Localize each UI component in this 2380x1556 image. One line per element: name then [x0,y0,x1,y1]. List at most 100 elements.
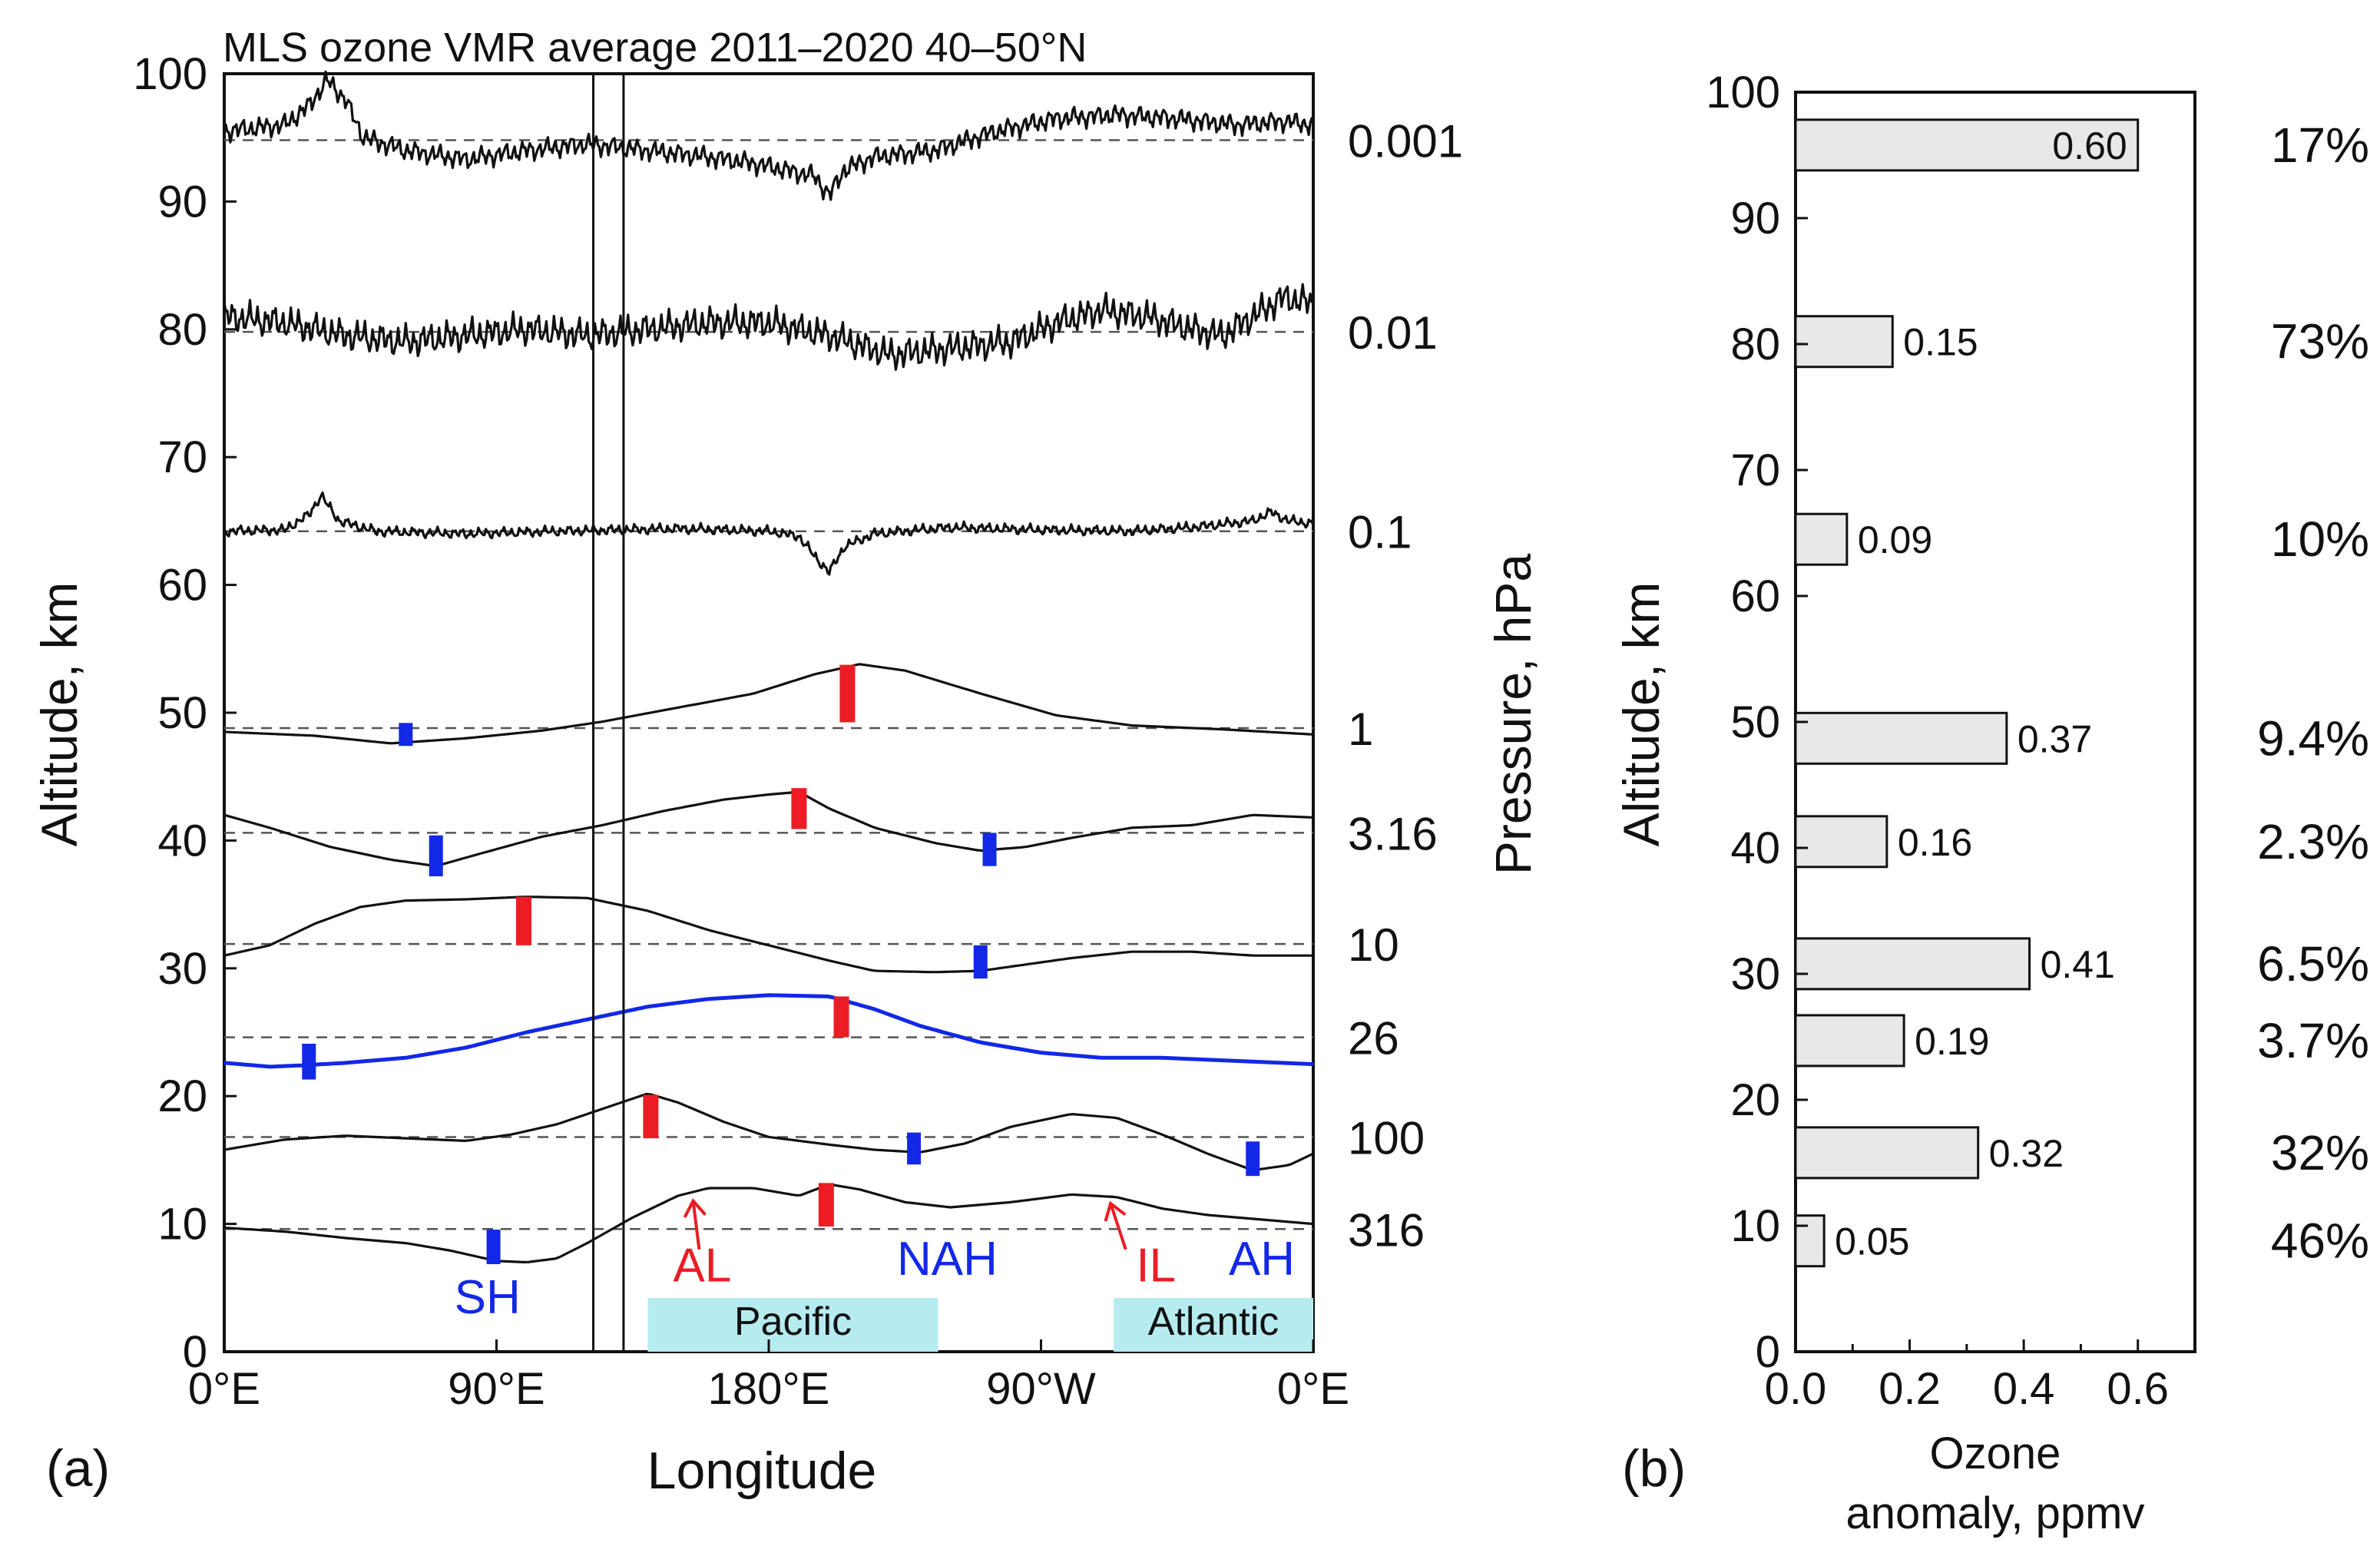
panel-a-title: MLS ozone VMR average 2011–2020 40–50°N [223,25,1087,71]
pressure-label: 0.1 [1348,507,1412,558]
minimum-marker [1246,1141,1260,1177]
y-tick-label: 70 [1730,445,1780,495]
percent-label: 9.4% [2257,710,2369,766]
series-line-100-hPa [223,1092,1314,1171]
minimum-marker [429,835,443,876]
ocean-box-label: Atlantic [1148,1299,1279,1344]
percent-label: 3.7% [2257,1013,2369,1068]
percent-label: 6.5% [2257,936,2369,992]
series-line-10-hPa [223,896,1313,974]
extremum-markers [302,664,1260,1265]
y-tick-label: 0 [1756,1327,1780,1377]
region-label-nah: NAH [897,1233,998,1286]
y-tick-label: 70 [157,432,207,482]
panel-b-x-axis-label-line1: Ozone [1930,1429,2061,1478]
panel-a-y-axis-label: Altitude, km [31,582,88,847]
y-tick-label: 40 [1730,823,1780,873]
y-tick-label: 60 [1730,571,1780,621]
y-tick-label: 30 [157,944,207,994]
y-tick-label: 80 [1730,319,1780,369]
ocean-box-pacific [647,1298,938,1352]
anomaly-bar [1794,1126,1980,1180]
minimum-marker [399,723,413,747]
percent-labels: 17% 73% 10% 9.4% 2.3% 6.5% 3.7% 32% 46% [2257,118,2369,1269]
series-line-0.001-hPa [223,70,1314,201]
ozone-profile-series [223,70,1315,1263]
region-label-il: IL [1136,1239,1176,1292]
percent-label: 10% [2271,511,2369,567]
percent-label: 2.3% [2257,814,2369,869]
pressure-label: 100 [1348,1112,1425,1164]
percent-label: 17% [2271,118,2369,173]
pressure-label: 0.01 [1348,307,1438,359]
panel-a-letter: (a) [46,1439,110,1498]
y-tick-label: 10 [1730,1201,1780,1251]
bar-value-label: 0.37 [2018,717,2092,760]
series-line-316-hPa [223,1184,1314,1263]
minimum-marker [907,1132,922,1165]
pressure-label: 316 [1348,1204,1425,1256]
minimum-marker [973,945,988,979]
anomaly-bar [1794,118,2140,172]
pressure-label: 0.001 [1348,116,1463,167]
arrow-head [1104,1200,1127,1222]
panel-a-right-axis-label: Pressure, hPa [1485,554,1541,875]
maximum-marker [818,1183,834,1227]
y-tick-label: 90 [1730,194,1780,243]
region-label-ah: AH [1229,1233,1295,1286]
panel-b-x-axis-ticks: 0.0 0.2 0.4 0.6 [1765,1339,2169,1414]
region-labels: SH AL NAH IL AH [455,1233,1295,1324]
maximum-marker [791,788,807,829]
bar-value-label: 0.09 [1858,518,1932,561]
pressure-level-labels: 0.001 0.01 0.1 1 3.16 10 26 100 316 [1348,116,1463,1256]
x-tick-label: 0.2 [1879,1364,1941,1414]
minimum-marker [982,833,997,866]
y-tick-label: 50 [157,688,207,738]
y-tick-label: 0 [183,1327,207,1377]
x-tick-label: 0°E [188,1364,260,1414]
x-tick-label: 90°E [448,1364,545,1414]
panel-b-y-axis-ticks: 0 10 20 30 40 50 60 70 80 90 100 [1706,68,1808,1377]
ocean-region-boxes: Pacific Atlantic [647,1298,1313,1352]
x-tick-label: 0.0 [1765,1364,1827,1414]
percent-label: 46% [2271,1213,2369,1269]
arrow-head [683,1198,707,1218]
maximum-marker [643,1094,659,1139]
panel-b-x-axis-label-line2: anomaly, ppmv [1846,1488,2145,1538]
anomaly-bar [1794,815,1888,869]
percent-label: 73% [2271,314,2369,369]
y-tick-label: 20 [157,1071,207,1121]
bar-value-label: 0.32 [1989,1132,2064,1175]
anomaly-bar [1794,512,1849,566]
ocean-box-label: Pacific [734,1299,852,1344]
series-line-26-hPa [223,993,1314,1069]
anomaly-bar [1794,937,2031,991]
anomaly-bar [1794,711,2008,765]
region-label-sh: SH [455,1271,521,1324]
y-tick-label: 50 [1730,697,1780,747]
y-tick-label: 100 [1706,68,1780,118]
minimum-marker [486,1230,501,1265]
maximum-marker [833,996,849,1038]
y-tick-label: 10 [157,1200,207,1250]
y-tick-label: 90 [157,177,207,227]
bar-value-label: 0.19 [1915,1020,1989,1063]
x-tick-label: 0.6 [2107,1364,2169,1414]
pressure-label: 1 [1348,704,1373,755]
anomaly-bars: 0.60 0.15 0.09 0.37 0.16 0.41 0.19 0.32 0.05 [1794,118,2140,1268]
bar-value-label: 0.60 [2052,124,2127,167]
panel-a-longitude-altitude-chart: MLS ozone VMR average 2011–2020 40–50°N … [31,25,1541,1500]
pressure-label: 3.16 [1348,808,1438,859]
y-tick-label: 40 [157,816,207,866]
bar-value-label: 0.41 [2041,943,2115,986]
panel-a-y-axis-ticks: 0 10 20 30 40 50 60 70 80 90 100 [133,49,237,1377]
y-tick-label: 60 [157,561,207,611]
y-tick-label: 30 [1730,949,1780,999]
anomaly-bar [1794,1214,1826,1268]
x-tick-label: 0.4 [1993,1364,2055,1414]
bar-value-label: 0.16 [1898,821,1972,864]
arrow-shaft [691,1200,701,1250]
panel-a-x-axis-label: Longitude [647,1442,877,1500]
ocean-box-atlantic [1114,1298,1313,1352]
anomaly-bar [1794,315,1894,369]
